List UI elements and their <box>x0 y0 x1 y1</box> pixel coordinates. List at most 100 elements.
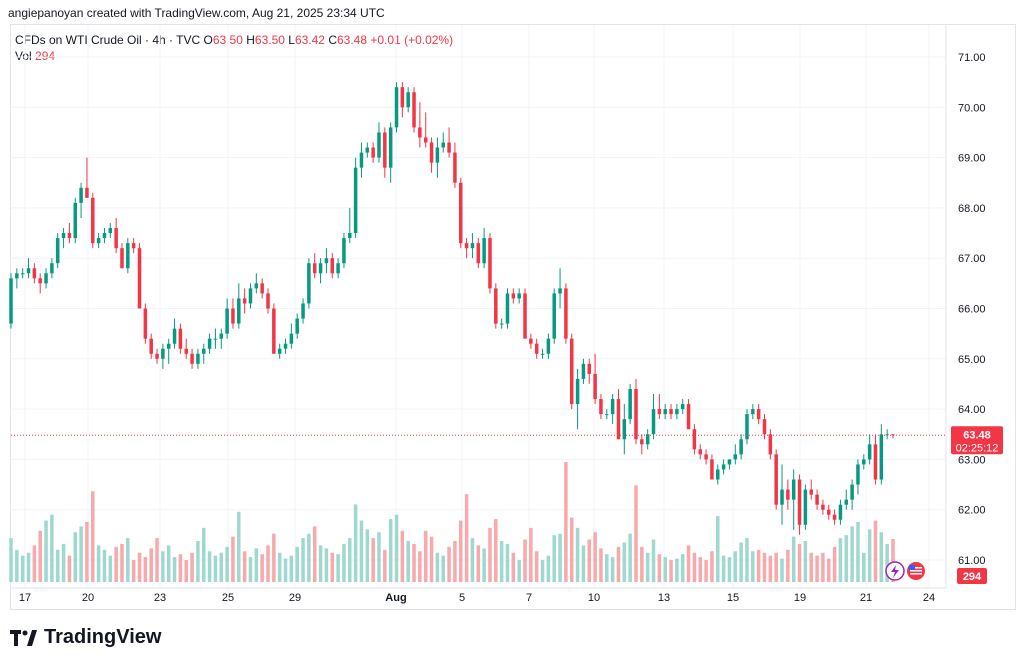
candle-body[interactable] <box>546 338 551 354</box>
candle-body[interactable] <box>207 338 212 349</box>
legend-symbol[interactable]: CFDs on WTI Crude Oil · 4h · TVC <box>15 33 201 47</box>
candle-body[interactable] <box>406 92 410 108</box>
candle-body[interactable] <box>108 228 113 234</box>
candle-body[interactable] <box>680 404 685 410</box>
candle-body[interactable] <box>371 147 375 158</box>
candle-body[interactable] <box>155 353 159 359</box>
candle-body[interactable] <box>698 449 702 455</box>
candle-body[interactable] <box>149 338 153 354</box>
candle-body[interactable] <box>862 459 866 465</box>
candle-body[interactable] <box>569 338 574 405</box>
candle-body[interactable] <box>254 283 259 289</box>
candle-body[interactable] <box>131 243 136 249</box>
candle-body[interactable] <box>248 288 253 304</box>
candle-body[interactable] <box>762 419 767 435</box>
candle-body[interactable] <box>91 197 95 244</box>
candle-body[interactable] <box>850 484 854 500</box>
candle-body[interactable] <box>330 258 335 274</box>
candle-body[interactable] <box>873 444 878 480</box>
candle-body[interactable] <box>470 243 475 249</box>
candle-body[interactable] <box>774 454 778 505</box>
candle-body[interactable] <box>26 268 31 274</box>
candle-body[interactable] <box>605 414 609 416</box>
candle-body[interactable] <box>307 263 311 304</box>
candle-body[interactable] <box>143 308 148 339</box>
candle-body[interactable] <box>50 263 54 274</box>
candle-body[interactable] <box>587 363 592 374</box>
candle-body[interactable] <box>529 338 533 344</box>
candle-body[interactable] <box>365 147 370 153</box>
candle-body[interactable] <box>44 273 48 284</box>
candle-body[interactable] <box>73 202 78 239</box>
candle-body[interactable] <box>826 509 831 515</box>
candle-body[interactable] <box>640 439 644 445</box>
candle-body[interactable] <box>645 434 650 445</box>
candle-body[interactable] <box>336 263 340 274</box>
candle-body[interactable] <box>172 328 177 344</box>
candle-body[interactable] <box>102 233 107 239</box>
candle-body[interactable] <box>727 459 732 465</box>
candle-body[interactable] <box>318 263 323 274</box>
candle-body[interactable] <box>342 238 346 264</box>
candle-body[interactable] <box>622 419 627 440</box>
candle-body[interactable] <box>213 338 218 340</box>
candle-body[interactable] <box>721 464 726 470</box>
candle-body[interactable] <box>441 142 445 148</box>
candle-body[interactable] <box>312 263 317 274</box>
candle-body[interactable] <box>581 363 586 379</box>
candle-body[interactable] <box>494 288 498 324</box>
candle-body[interactable] <box>517 293 521 299</box>
candle-body[interactable] <box>739 439 743 455</box>
candle-body[interactable] <box>459 182 463 244</box>
candle-body[interactable] <box>55 238 60 264</box>
candle-body[interactable] <box>751 409 755 415</box>
candle-body[interactable] <box>564 288 568 339</box>
candle-body[interactable] <box>844 499 849 505</box>
candle-body[interactable] <box>383 132 387 168</box>
candle-body[interactable] <box>202 348 206 354</box>
candle-body[interactable] <box>184 348 188 354</box>
candle-body[interactable] <box>79 187 83 203</box>
candle-body[interactable] <box>756 409 761 420</box>
candle-body[interactable] <box>733 454 738 460</box>
candle-body[interactable] <box>388 127 393 168</box>
candle-body[interactable] <box>540 353 545 355</box>
candle-body[interactable] <box>815 494 819 505</box>
candle-body[interactable] <box>377 132 381 158</box>
candle-body[interactable] <box>867 444 872 460</box>
candle-body[interactable] <box>32 268 37 279</box>
candle-body[interactable] <box>511 293 516 299</box>
candle-body[interactable] <box>710 459 714 480</box>
candle-body[interactable] <box>272 308 276 354</box>
candle-body[interactable] <box>505 293 510 324</box>
candle-body[interactable] <box>348 233 352 239</box>
candle-body[interactable] <box>412 92 416 128</box>
candle-body[interactable] <box>242 298 247 304</box>
candle-body[interactable] <box>821 504 825 510</box>
candle-body[interactable] <box>651 409 656 435</box>
candle-body[interactable] <box>663 409 667 415</box>
candle-body[interactable] <box>166 343 171 349</box>
candle-body[interactable] <box>283 343 288 349</box>
candle-body[interactable] <box>161 348 165 359</box>
candle-body[interactable] <box>885 434 889 436</box>
candle-body[interactable] <box>523 293 527 339</box>
candle-body[interactable] <box>669 409 673 415</box>
candle-body[interactable] <box>20 273 25 275</box>
candle-body[interactable] <box>190 353 194 364</box>
candle-body[interactable] <box>593 373 597 400</box>
candle-body[interactable] <box>692 429 697 450</box>
candle-body[interactable] <box>634 388 638 440</box>
candle-body[interactable] <box>324 258 329 264</box>
candle-body[interactable] <box>114 228 118 249</box>
candle-body[interactable] <box>38 278 42 284</box>
candle-body[interactable] <box>237 298 241 324</box>
candle-body[interactable] <box>488 238 492 289</box>
candle-body[interactable] <box>423 137 428 143</box>
candle-body[interactable] <box>780 489 784 505</box>
candle-body[interactable] <box>832 514 837 520</box>
candle-body[interactable] <box>96 238 101 244</box>
candle-body[interactable] <box>400 87 405 108</box>
candle-body[interactable] <box>67 233 72 239</box>
